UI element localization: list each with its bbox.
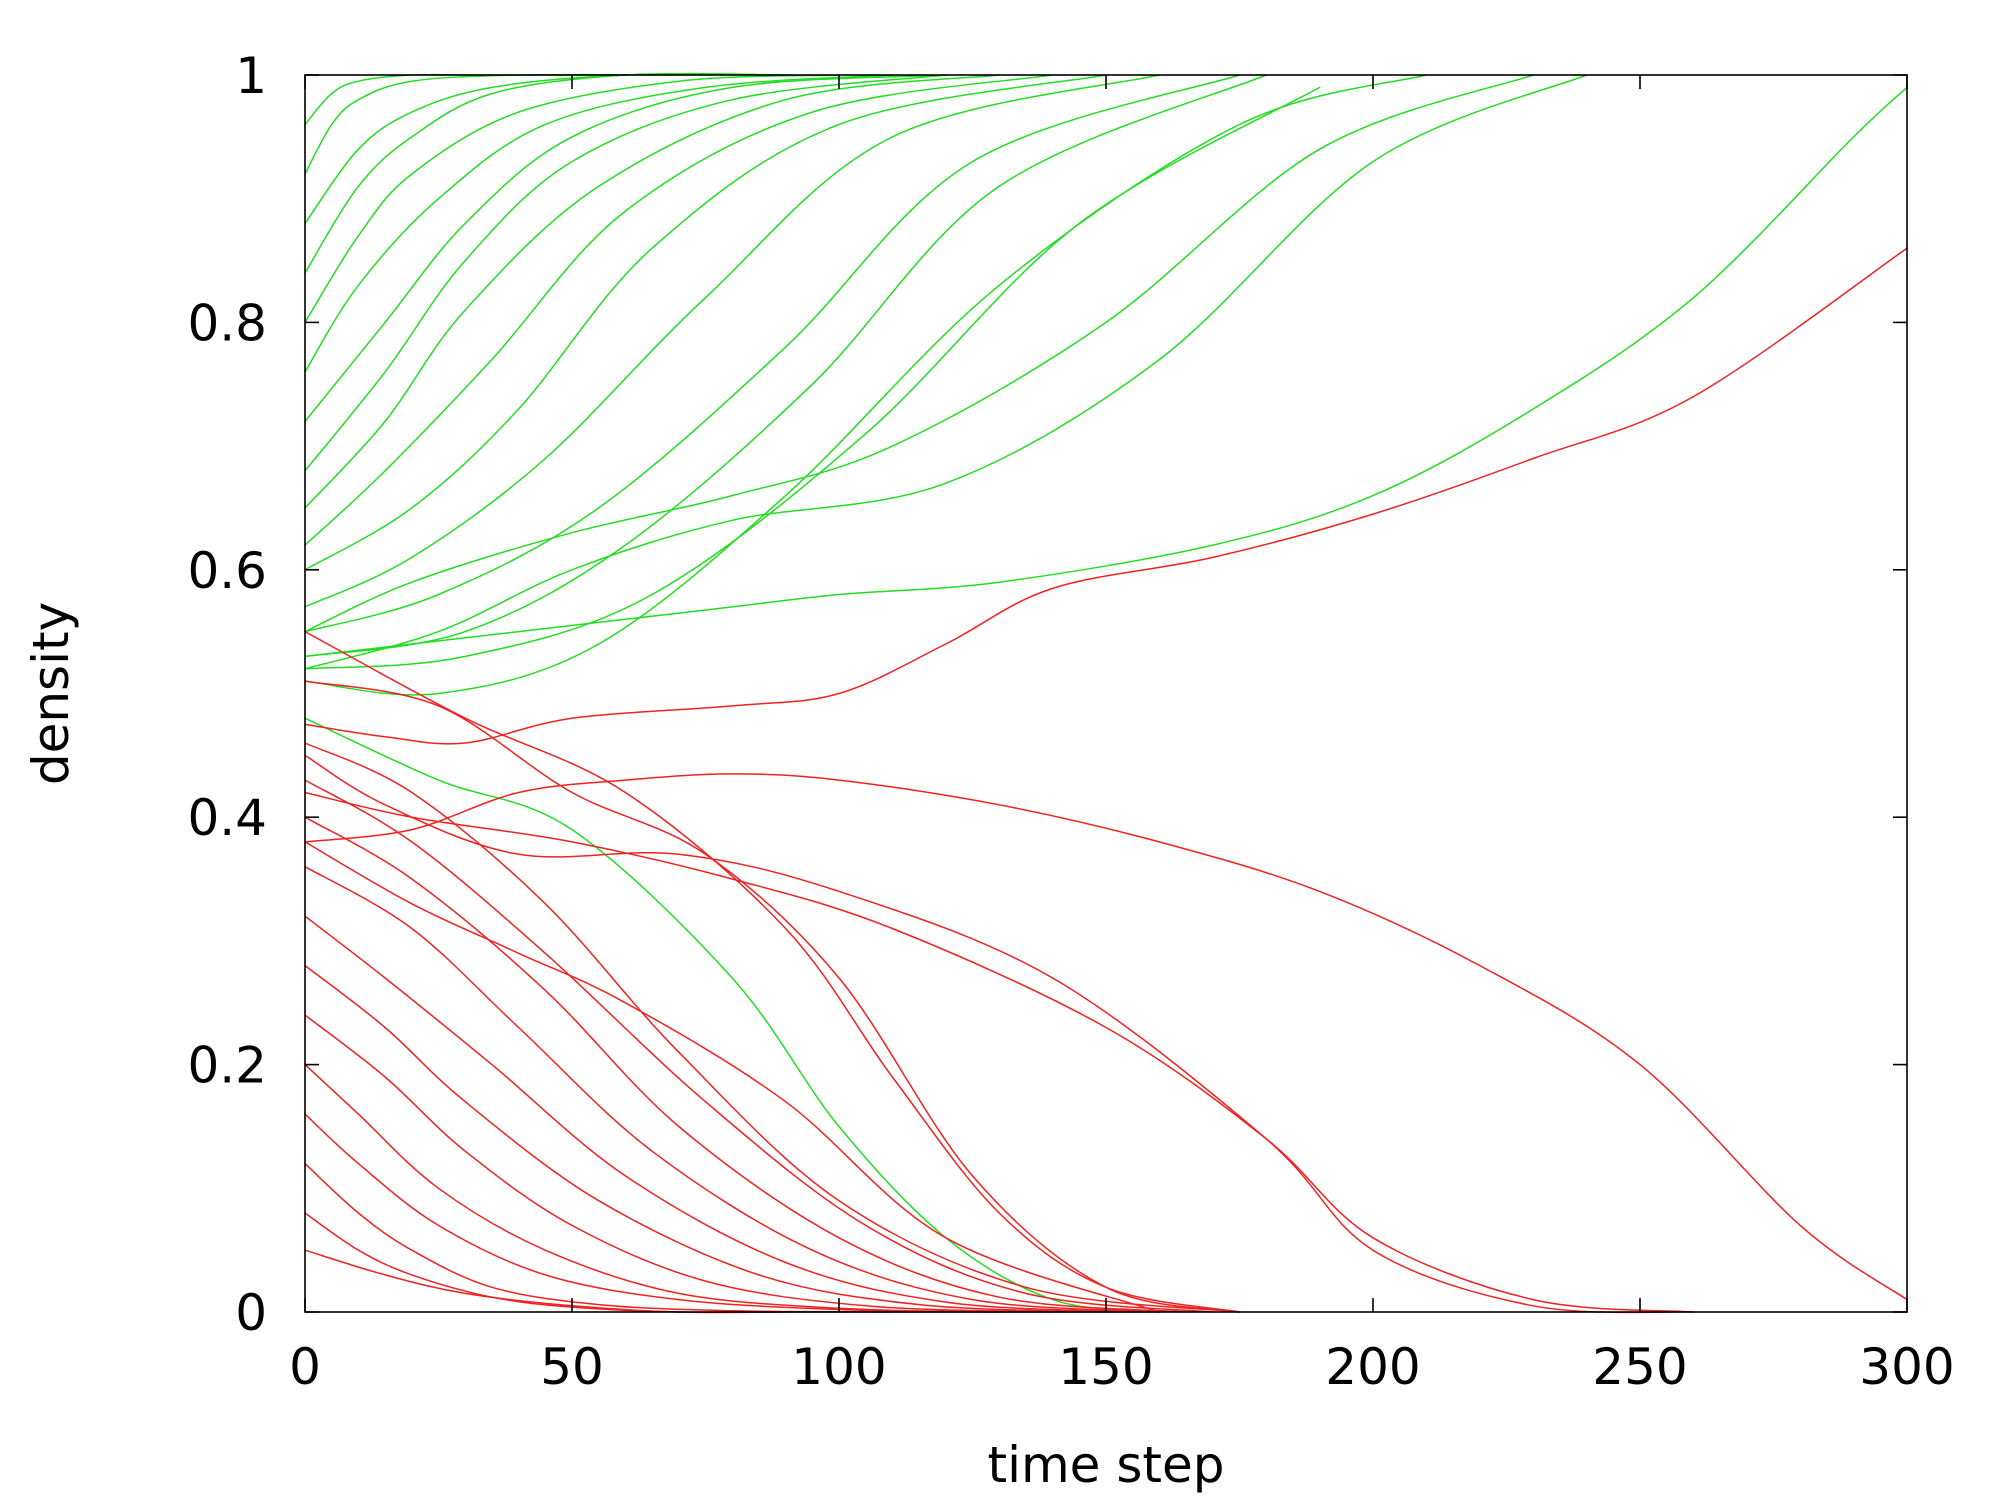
series-line-3 — [304, 73, 787, 225]
series-line-11 — [304, 74, 1107, 571]
y-tick-label: 0.4 — [187, 789, 267, 847]
series-line-28 — [304, 1014, 1054, 1313]
series-line-20 — [304, 680, 1241, 1313]
y-tick-label: 0.2 — [187, 1037, 267, 1095]
series-line-6 — [304, 74, 894, 373]
curves-group — [304, 72, 1908, 1314]
series-line-13 — [304, 74, 1241, 633]
series-line-8 — [304, 74, 947, 472]
y-axis-label: density — [22, 602, 80, 785]
series-line-1 — [304, 73, 627, 126]
y-tick-label: 1 — [235, 47, 267, 105]
series-line-33 — [304, 779, 1214, 1313]
x-tick-label: 0 — [289, 1338, 321, 1396]
series-line-29 — [304, 964, 1107, 1313]
x-tick-label: 50 — [540, 1338, 604, 1396]
series-line-35 — [304, 841, 1161, 1313]
y-tick-label: 0.8 — [187, 294, 267, 352]
series-line-16 — [304, 74, 1428, 696]
series-line-19 — [304, 86, 1908, 658]
series-line-2 — [304, 73, 680, 175]
x-tick-label: 100 — [791, 1338, 886, 1396]
series-line-5 — [304, 74, 840, 324]
series-line-9 — [304, 74, 1000, 509]
series-line-7 — [304, 74, 947, 423]
x-tick-label: 300 — [1859, 1338, 1954, 1396]
x-tick-label: 250 — [1592, 1338, 1687, 1396]
series-line-38 — [304, 773, 1908, 1301]
ticks-group: 0 50 100 150 200 250 300 0 0.2 0.4 0.6 0.8 1 — [187, 47, 1954, 1396]
x-tick-label: 200 — [1325, 1338, 1420, 1396]
series-line-30 — [304, 915, 1134, 1313]
series-line-21 — [304, 630, 1241, 1313]
series-line-27 — [304, 1063, 1000, 1313]
series-line-10 — [304, 74, 1054, 546]
y-tick-label: 0 — [235, 1284, 267, 1342]
series-line-31 — [304, 865, 1161, 1313]
series-line-25 — [304, 1162, 894, 1313]
series-line-32 — [304, 816, 1187, 1313]
series-line-17 — [304, 74, 1534, 633]
series-line-34 — [304, 742, 1241, 1313]
series-line-39 — [304, 247, 1908, 745]
series-line-37 — [304, 791, 1695, 1313]
series-line-15 — [304, 86, 1321, 670]
series-line-4 — [304, 72, 787, 274]
x-tick-label: 150 — [1058, 1338, 1153, 1396]
series-line-36 — [304, 754, 1695, 1314]
y-tick-label: 0.6 — [187, 542, 267, 600]
series-line-14 — [304, 74, 1267, 658]
x-axis-label: time step — [987, 1436, 1224, 1494]
series-line-26 — [304, 1113, 1000, 1313]
plot-frame — [304, 74, 1908, 1313]
series-line-12 — [304, 74, 1161, 608]
series-line-18 — [304, 74, 1588, 670]
